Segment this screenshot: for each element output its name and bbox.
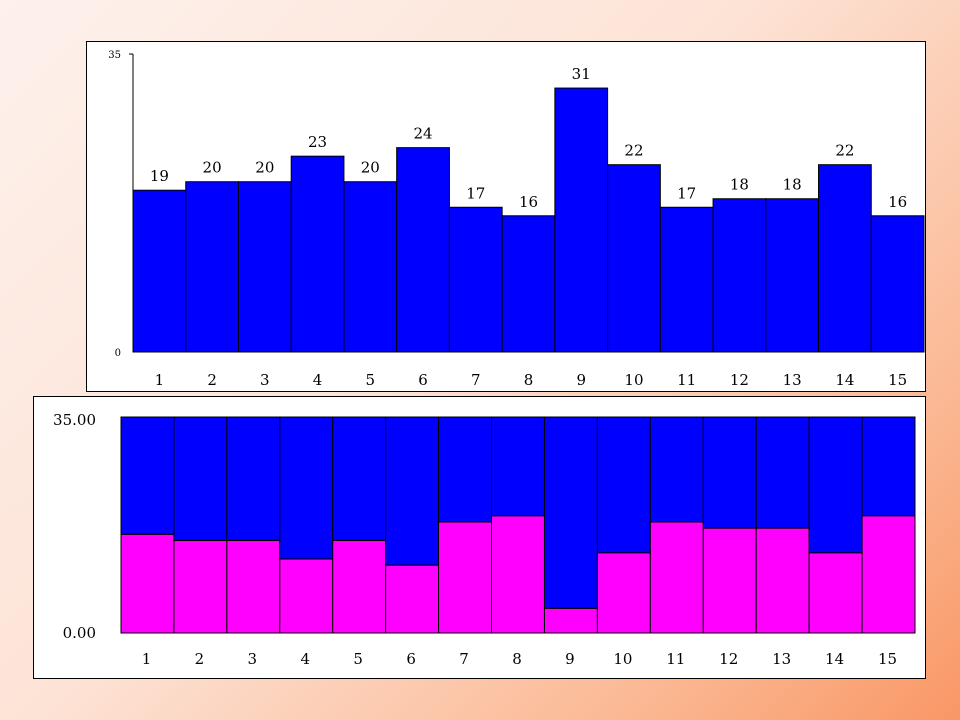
bar-bottom-15-segment-1 — [861, 515, 916, 634]
bar-bottom-14-segment-2 — [808, 416, 863, 554]
bar-bottom-15-segment-2 — [861, 416, 916, 517]
x-tick-label-top-12: 12 — [730, 371, 749, 389]
data-label-top-1: 19 — [150, 167, 169, 185]
bar-top-2 — [185, 181, 239, 353]
x-tick-label-bottom-2: 2 — [195, 650, 205, 668]
x-tick-label-top-10: 10 — [624, 371, 643, 389]
x-tick-label-bottom-11: 11 — [666, 650, 685, 668]
chart-top: 1912022032342052461771683192210171118121… — [108, 50, 925, 389]
bar-bottom-6-segment-1 — [385, 564, 440, 634]
x-tick-label-top-9: 9 — [576, 371, 586, 389]
bar-top-3 — [237, 181, 292, 353]
bar-bottom-4-segment-1 — [279, 558, 334, 634]
data-label-top-10: 22 — [624, 142, 643, 160]
bar-bottom-5-segment-2 — [332, 416, 387, 541]
x-tick-label-top-5: 5 — [366, 371, 376, 389]
data-label-top-6: 24 — [413, 125, 432, 143]
bar-bottom-13-segment-1 — [755, 527, 810, 634]
x-tick-label-top-14: 14 — [835, 371, 854, 389]
x-tick-label-bottom-9: 9 — [565, 650, 575, 668]
x-tick-label-bottom-14: 14 — [825, 650, 844, 668]
bar-bottom-4-segment-2 — [279, 416, 334, 560]
bar-bottom-2-segment-2 — [173, 416, 228, 541]
y-tick-label-top-min: 0 — [115, 348, 121, 359]
y-tick-label-bottom-max: 35.00 — [53, 411, 96, 429]
x-tick-label-top-4: 4 — [313, 371, 323, 389]
data-label-top-15: 16 — [888, 193, 907, 211]
x-tick-label-bottom-7: 7 — [459, 650, 469, 668]
bar-bottom-12-segment-1 — [702, 527, 757, 634]
bar-top-8 — [501, 215, 556, 353]
x-tick-label-top-11: 11 — [677, 371, 696, 389]
data-label-top-14: 22 — [835, 142, 854, 160]
bar-bottom-8-segment-1 — [491, 515, 545, 634]
bar-bottom-6-segment-2 — [385, 416, 440, 566]
data-label-top-12: 18 — [730, 176, 749, 194]
bar-top-9 — [554, 87, 609, 353]
bar-bottom-7-segment-2 — [438, 416, 493, 523]
bar-bottom-12-segment-2 — [702, 416, 757, 529]
x-tick-label-bottom-10: 10 — [613, 650, 632, 668]
x-tick-label-top-2: 2 — [207, 371, 217, 389]
chart-top-panel: 19 1 20 2 20 3 23 4 20 5 24 6 17 7 16 8 31 9 22 10 17 11 18 12 1… — [86, 41, 926, 392]
bar-top-11 — [659, 206, 714, 353]
x-tick-label-bottom-4: 4 — [300, 650, 310, 668]
bar-bottom-8-segment-2 — [491, 416, 545, 517]
x-tick-label-bottom-13: 13 — [772, 650, 791, 668]
bar-bottom-9-segment-1 — [543, 607, 598, 634]
x-tick-label-bottom-8: 8 — [512, 650, 522, 668]
data-label-top-3: 20 — [255, 159, 274, 177]
bar-top-1 — [132, 189, 187, 353]
x-tick-label-bottom-1: 1 — [142, 650, 152, 668]
bar-top-10 — [607, 164, 661, 353]
x-tick-label-top-15: 15 — [888, 371, 907, 389]
data-label-top-8: 16 — [519, 193, 538, 211]
bar-bottom-13-segment-2 — [755, 416, 810, 529]
x-tick-label-top-1: 1 — [155, 371, 165, 389]
x-tick-label-top-6: 6 — [418, 371, 428, 389]
chart-bottom-panel: 1 2 3 4 5 6 7 8 9 10 11 12 13 14 15 35.00 0.00 — [33, 396, 926, 679]
y-tick-label-top-max: 35 — [108, 50, 121, 61]
bar-bottom-1-segment-2 — [120, 416, 175, 535]
data-label-top-5: 20 — [361, 159, 380, 177]
x-tick-label-bottom-12: 12 — [719, 650, 738, 668]
x-tick-label-bottom-3: 3 — [248, 650, 258, 668]
bar-top-7 — [448, 206, 503, 353]
bar-bottom-3-segment-2 — [226, 416, 281, 541]
bar-top-13 — [765, 198, 820, 353]
bar-bottom-2-segment-1 — [173, 539, 228, 634]
x-tick-label-top-7: 7 — [471, 371, 481, 389]
x-tick-label-bottom-5: 5 — [353, 650, 363, 668]
bar-top-15 — [870, 215, 925, 353]
data-label-top-13: 18 — [783, 176, 802, 194]
x-tick-label-bottom-6: 6 — [406, 650, 416, 668]
bar-top-4 — [290, 155, 345, 353]
bar-bottom-11-segment-2 — [649, 416, 704, 523]
bar-bottom-11-segment-1 — [649, 521, 704, 634]
data-label-top-7: 17 — [466, 184, 485, 202]
x-tick-label-bottom-15: 15 — [878, 650, 897, 668]
data-label-top-4: 23 — [308, 133, 327, 151]
bar-top-14 — [818, 164, 872, 353]
y-tick-label-bottom-min: 0.00 — [63, 624, 96, 642]
bar-bottom-9-segment-2 — [543, 416, 598, 609]
bar-bottom-14-segment-1 — [808, 552, 863, 634]
x-tick-label-top-3: 3 — [260, 371, 270, 389]
x-tick-label-top-13: 13 — [783, 371, 802, 389]
bar-top-5 — [343, 181, 398, 353]
bar-bottom-3-segment-1 — [226, 539, 281, 634]
bar-bottom-10-segment-1 — [596, 552, 651, 634]
data-label-top-9: 31 — [572, 65, 591, 83]
bar-top-6 — [396, 147, 450, 353]
bar-bottom-7-segment-1 — [438, 521, 493, 634]
bar-bottom-10-segment-2 — [596, 416, 651, 554]
data-label-top-2: 20 — [203, 159, 222, 177]
bar-top-12 — [712, 198, 767, 353]
x-tick-label-top-8: 8 — [524, 371, 534, 389]
bar-bottom-1-segment-1 — [120, 533, 175, 634]
bar-bottom-5-segment-1 — [332, 539, 387, 634]
data-label-top-11: 17 — [677, 184, 696, 202]
